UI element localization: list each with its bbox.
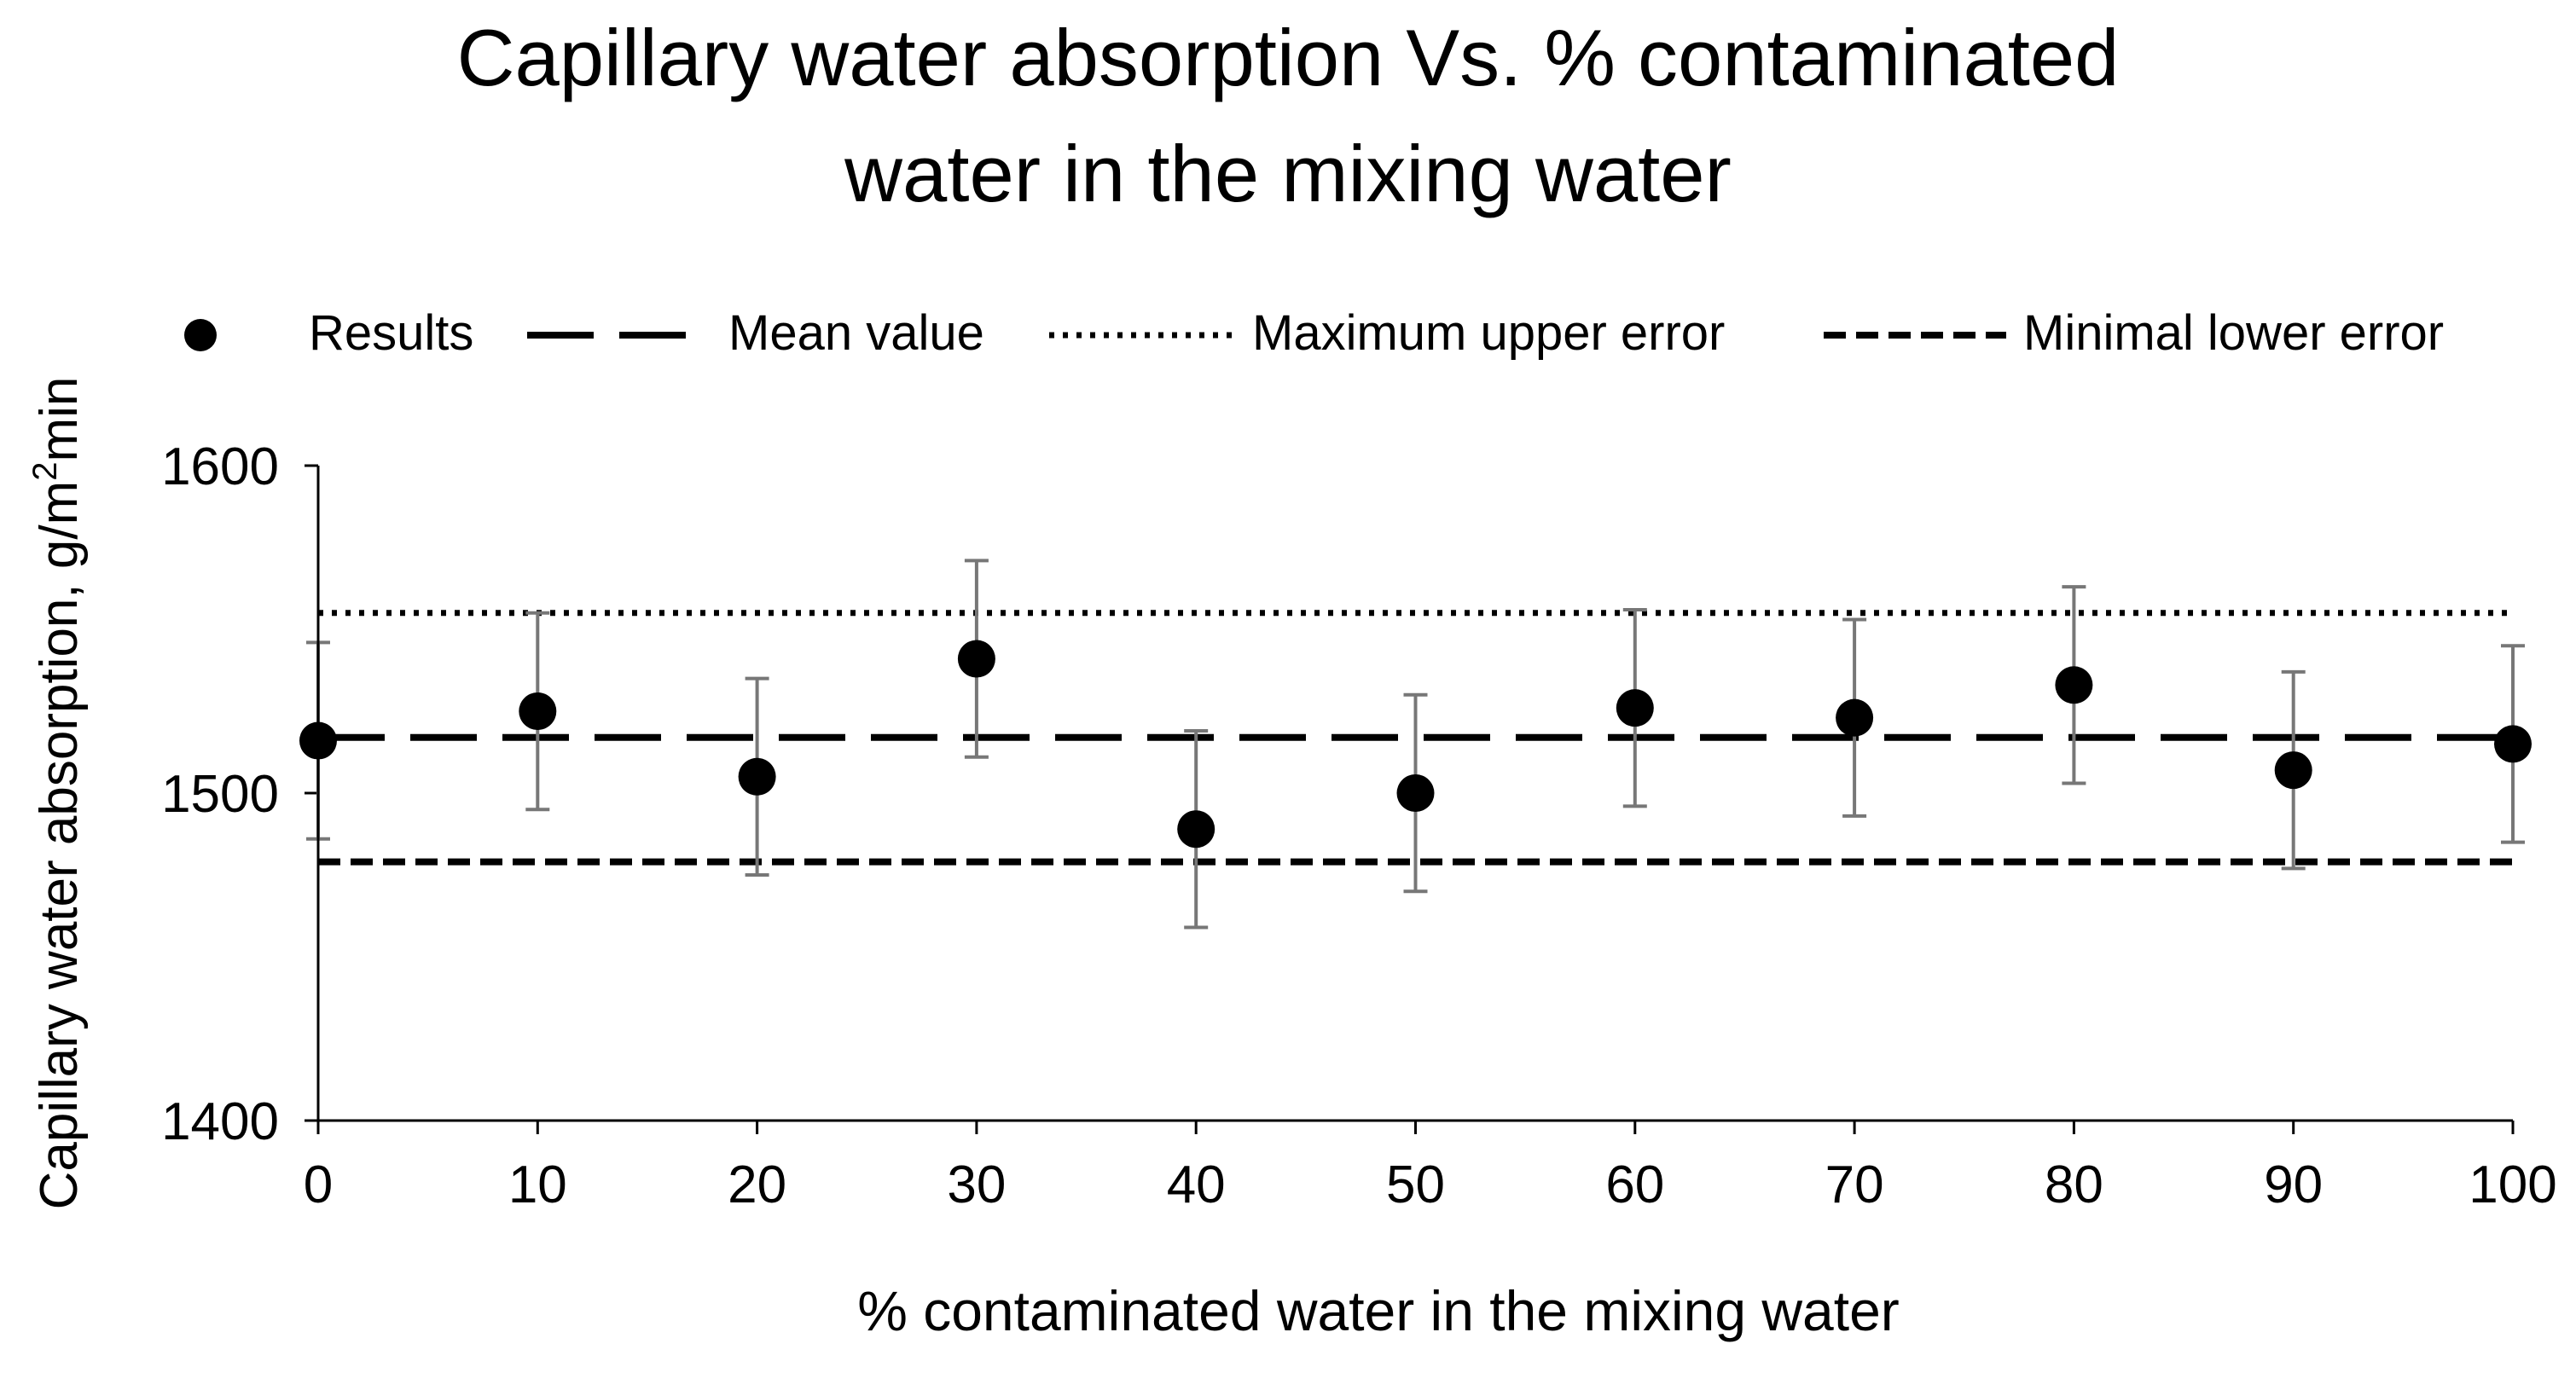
- chart-title-line-2: water in the mixing water: [844, 129, 1732, 218]
- data-point: [957, 640, 995, 678]
- x-tick-label: 60: [1605, 1156, 1664, 1214]
- x-tick-label: 30: [947, 1156, 1006, 1214]
- x-tick-label: 20: [728, 1156, 786, 1214]
- data-point: [1836, 698, 1874, 737]
- data-point: [2274, 751, 2312, 790]
- x-tick-label: 0: [304, 1156, 333, 1214]
- x-tick-label: 90: [2264, 1156, 2323, 1214]
- legend-results-marker: [184, 319, 217, 351]
- chart-title-line-1: Capillary water absorption Vs. % contami…: [457, 13, 2120, 102]
- data-point: [2055, 666, 2093, 704]
- x-tick-label: 10: [508, 1156, 567, 1214]
- data-point: [1616, 689, 1654, 727]
- y-axis-label-superscript: 2: [26, 462, 64, 481]
- legend-mean-label: Mean value: [728, 305, 984, 361]
- legend-lower-label: Minimal lower error: [2023, 305, 2444, 361]
- data-point: [1396, 774, 1435, 812]
- data-point: [738, 757, 776, 796]
- legend-upper-label: Maximum upper error: [1252, 305, 1725, 361]
- y-axis-label: Capillary water absorption, g/m2min: [26, 377, 89, 1210]
- x-tick-label: 40: [1167, 1156, 1226, 1214]
- y-tick-label: 1400: [161, 1092, 279, 1151]
- x-tick-label: 80: [2045, 1156, 2103, 1214]
- y-ticks: 1400 1500 1600: [161, 437, 318, 1151]
- y-tick-label: 1600: [161, 437, 279, 496]
- data-point: [2494, 725, 2532, 763]
- y-axis-label-main: Capillary water absorption, g/m: [30, 481, 89, 1210]
- axes: [316, 466, 2513, 1122]
- data-point: [1177, 810, 1215, 849]
- x-tick-label: 50: [1386, 1156, 1445, 1214]
- x-tick-label: 70: [1825, 1156, 1884, 1214]
- x-ticks: 0 10 20 30 40 50 60 70 80 90 100: [304, 1121, 2557, 1214]
- legend: Results Mean value Maximum upper error M…: [184, 305, 2444, 361]
- x-tick-label: 100: [2469, 1156, 2556, 1214]
- y-axis-label-suffix: min: [30, 377, 89, 462]
- reference-lines: [318, 610, 2513, 866]
- y-tick-label: 1500: [161, 765, 279, 824]
- x-axis-label: % contaminated water in the mixing water: [857, 1279, 1900, 1342]
- legend-results-label: Results: [309, 305, 473, 361]
- data-point: [519, 692, 557, 730]
